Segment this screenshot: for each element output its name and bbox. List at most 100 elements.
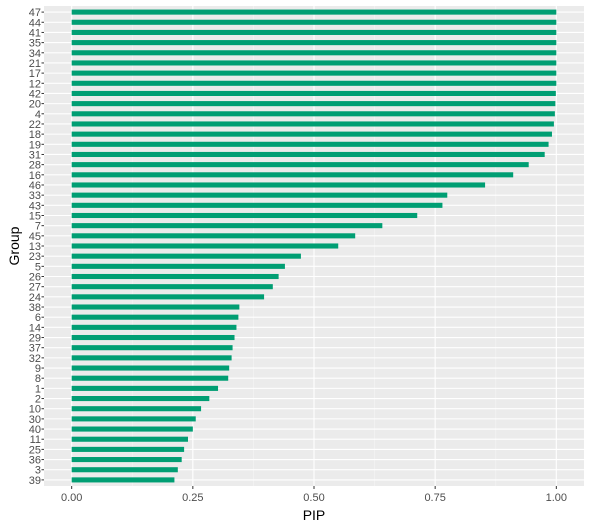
x-tick-label-1: 0.25 xyxy=(182,492,203,504)
bar-group-33 xyxy=(71,192,448,198)
bar-group-43 xyxy=(71,202,443,208)
y-tick-label-41: 41 xyxy=(29,27,41,39)
bar-group-39 xyxy=(71,477,175,483)
bar-group-24 xyxy=(71,294,265,300)
y-tick-label-5: 5 xyxy=(35,261,41,273)
y-tick-label-10: 10 xyxy=(29,404,41,416)
y-tick-label-39: 39 xyxy=(29,475,41,487)
y-tick-label-36: 36 xyxy=(29,455,41,467)
bar-group-16 xyxy=(71,172,514,178)
y-tick-label-11: 11 xyxy=(30,434,41,446)
bar-group-13 xyxy=(71,243,339,249)
bar-group-17 xyxy=(71,70,557,76)
bar-group-20 xyxy=(71,101,556,107)
y-tick-label-6: 6 xyxy=(35,312,41,324)
bar-group-18 xyxy=(71,131,552,137)
y-tick-label-18: 18 xyxy=(29,129,41,141)
bar-group-40 xyxy=(71,426,193,432)
y-tick-label-16: 16 xyxy=(29,170,41,182)
y-tick-label-42: 42 xyxy=(29,88,41,100)
bar-group-35 xyxy=(71,40,557,46)
bar-group-32 xyxy=(71,355,232,361)
bar-group-28 xyxy=(71,162,529,168)
bar-group-8 xyxy=(71,375,229,381)
bar-group-34 xyxy=(71,50,557,56)
bar-group-10 xyxy=(71,406,202,412)
y-tick-label-34: 34 xyxy=(29,48,41,60)
y-tick-label-24: 24 xyxy=(29,292,41,304)
bar-group-46 xyxy=(71,182,486,188)
bar-group-42 xyxy=(71,90,556,96)
y-tick-label-25: 25 xyxy=(29,444,41,456)
y-tick-label-38: 38 xyxy=(29,302,41,314)
y-tick-label-2: 2 xyxy=(35,394,41,406)
y-tick-label-44: 44 xyxy=(29,17,41,29)
bar-group-14 xyxy=(71,324,237,330)
bar-group-7 xyxy=(71,223,383,229)
bar-group-37 xyxy=(71,345,233,351)
bar-group-26 xyxy=(71,273,279,280)
y-tick-label-21: 21 xyxy=(29,58,41,70)
y-tick-label-23: 23 xyxy=(29,251,41,263)
y-tick-label-47: 47 xyxy=(29,7,41,19)
y-tick-label-30: 30 xyxy=(29,414,41,426)
y-tick-label-37: 37 xyxy=(29,343,41,355)
bar-group-45 xyxy=(71,233,356,239)
y-tick-label-45: 45 xyxy=(29,231,41,243)
y-tick-label-32: 32 xyxy=(29,353,41,365)
bar-group-5 xyxy=(71,263,285,269)
y-tick-label-4: 4 xyxy=(35,109,41,121)
y-tick-label-35: 35 xyxy=(29,38,41,50)
x-tick-label-4: 1.00 xyxy=(546,492,567,504)
bar-group-3 xyxy=(71,467,178,473)
y-tick-label-12: 12 xyxy=(29,78,41,90)
y-axis-title: Group xyxy=(6,226,22,265)
bars xyxy=(71,9,557,483)
y-tick-label-19: 19 xyxy=(29,139,41,151)
y-tick-label-1: 1 xyxy=(35,383,41,395)
y-tick-label-28: 28 xyxy=(29,160,41,172)
x-tick-label-3: 0.75 xyxy=(424,492,445,504)
x-axis-title: PIP xyxy=(303,507,326,523)
y-tick-label-14: 14 xyxy=(29,322,41,334)
bar-group-9 xyxy=(71,365,230,371)
bar-group-25 xyxy=(71,446,185,452)
bar-group-29 xyxy=(71,334,235,341)
y-tick-label-26: 26 xyxy=(29,272,41,284)
y-tick-label-3: 3 xyxy=(35,465,41,477)
y-tick-label-27: 27 xyxy=(29,282,41,294)
y-tick-label-43: 43 xyxy=(29,200,41,212)
bar-group-23 xyxy=(71,253,301,259)
bar-group-30 xyxy=(71,416,196,422)
y-tick-label-15: 15 xyxy=(29,210,41,222)
bar-group-4 xyxy=(71,111,555,117)
y-tick-label-33: 33 xyxy=(29,190,41,202)
y-tick-label-8: 8 xyxy=(35,373,41,385)
bar-group-6 xyxy=(71,314,239,320)
bar-group-2 xyxy=(71,396,210,402)
y-tick-labels: 4744413534211712422042218193128164633431… xyxy=(29,7,44,487)
y-tick-label-20: 20 xyxy=(29,99,41,111)
x-tick-label-2: 0.50 xyxy=(303,492,324,504)
bar-group-47 xyxy=(71,9,557,15)
bar-group-38 xyxy=(71,304,240,310)
y-tick-label-9: 9 xyxy=(35,363,41,375)
y-tick-label-13: 13 xyxy=(29,241,41,253)
y-tick-label-22: 22 xyxy=(29,119,41,131)
y-tick-label-40: 40 xyxy=(29,424,41,436)
bar-group-19 xyxy=(71,141,549,147)
bar-group-1 xyxy=(71,385,219,391)
bar-group-41 xyxy=(71,29,557,35)
x-tick-labels: 0.00 0.25 0.50 0.75 1.00 xyxy=(61,486,567,504)
y-tick-label-29: 29 xyxy=(29,333,41,345)
y-tick-label-31: 31 xyxy=(29,149,41,161)
bar-group-22 xyxy=(71,121,554,127)
y-tick-label-7: 7 xyxy=(35,221,41,233)
bar-group-21 xyxy=(71,60,557,66)
y-tick-label-46: 46 xyxy=(29,180,41,192)
bar-group-36 xyxy=(71,457,182,463)
bar-group-11 xyxy=(71,436,188,442)
x-tick-label-0: 0.00 xyxy=(61,492,82,504)
bar-group-44 xyxy=(71,19,557,25)
